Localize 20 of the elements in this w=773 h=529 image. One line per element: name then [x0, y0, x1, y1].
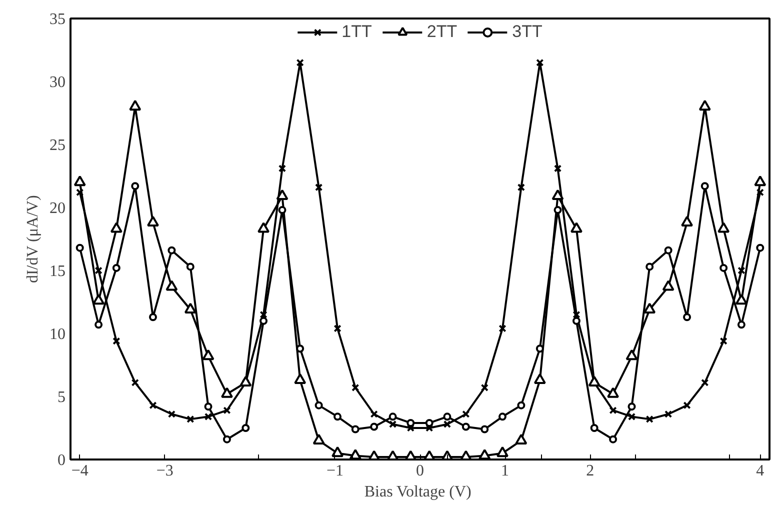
y-tick-label: 5 [58, 389, 66, 406]
x-tick-label: −4 [71, 462, 88, 480]
y-tick-label: 35 [50, 11, 66, 28]
y-tick-label: 10 [50, 326, 66, 343]
y-axis-title: dI/dV (μA/V) [24, 195, 42, 284]
x-tick-label: 4 [756, 462, 764, 480]
legend-label: 3TT [512, 22, 542, 42]
legend-label: 2TT [426, 22, 458, 42]
x-axis-title: Bias Voltage (V) [364, 484, 472, 500]
y-tick-label: 20 [50, 200, 66, 217]
x-tick-label: −1 [326, 462, 344, 480]
x-tick-label: 2 [586, 462, 594, 480]
y-tick-label: 25 [50, 137, 66, 154]
legend-label: 1TT [342, 22, 372, 42]
x-tick-label: 1 [501, 462, 510, 480]
y-tick-label: 15 [50, 263, 66, 280]
x-tick-label: 0 [416, 462, 424, 480]
y-tick-label: 30 [50, 74, 66, 91]
y-tick-label: 0 [58, 452, 66, 469]
x-tick-label: −3 [156, 462, 174, 480]
